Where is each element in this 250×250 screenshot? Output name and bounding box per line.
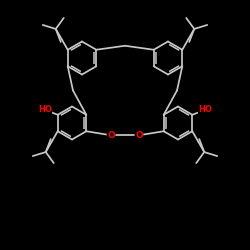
Text: HO: HO bbox=[198, 105, 212, 114]
Text: O: O bbox=[107, 131, 115, 140]
Text: O: O bbox=[135, 131, 143, 140]
Text: HO: HO bbox=[38, 105, 52, 114]
